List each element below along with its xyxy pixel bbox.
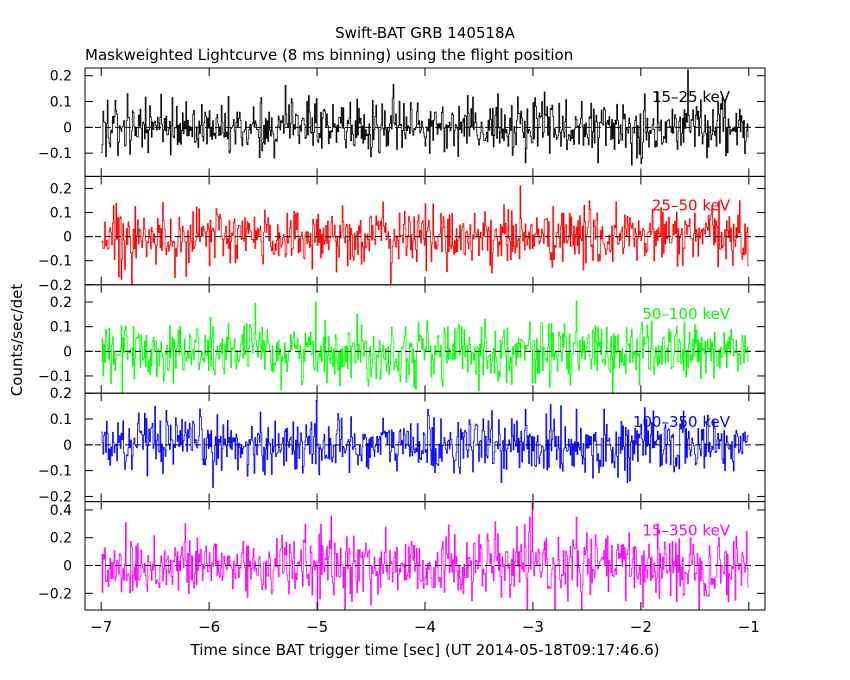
panel-label-4: 100–350 keV (633, 413, 731, 431)
series-line-3 (101, 300, 749, 394)
y-tick-label: 0 (63, 230, 72, 246)
y-tick-label: 0.2 (50, 181, 72, 197)
y-tick-label: 0.2 (50, 69, 72, 85)
x-tick-label: −3 (522, 618, 544, 636)
x-tick-label: −4 (414, 618, 436, 636)
chart-title: Swift-BAT GRB 140518A (335, 24, 515, 42)
y-axis-label: Counts/sec/det (8, 284, 26, 397)
x-tick-label: −2 (630, 618, 652, 636)
y-tick-label: −0.2 (38, 586, 72, 602)
y-tick-label: −0.1 (38, 254, 72, 270)
y-tick-label: 0 (63, 344, 72, 360)
y-tick-label: 0.2 (50, 531, 72, 547)
y-tick-label: −0.1 (38, 369, 72, 385)
y-tick-label: 0 (63, 438, 72, 454)
y-tick-label: −0.1 (38, 146, 72, 162)
series-line-2 (101, 185, 749, 286)
chart-subtitle: Maskweighted Lightcurve (8 ms binning) u… (85, 46, 573, 64)
panel-5: −0.2 0 0.2 0.4 15–350 keV (38, 501, 766, 611)
panel-label-2: 25–50 keV (652, 196, 731, 214)
panel-label-5: 15–350 keV (642, 522, 730, 540)
x-tick-label: −5 (306, 618, 328, 636)
panel-2: −0.2 −0.1 0 0.1 0.2 25–50 keV (38, 175, 766, 294)
panel-1: −0.1 0 0.1 0.2 15–25 keV (38, 67, 766, 177)
x-tick-label: −7 (90, 618, 112, 636)
panel-label-1: 15–25 keV (652, 88, 731, 106)
x-axis-label: Time since BAT trigger time [sec] (UT 20… (190, 641, 660, 659)
y-tick-label: 0.1 (50, 206, 72, 222)
series-line-4 (101, 399, 749, 488)
y-tick-label: −0.2 (38, 489, 72, 505)
y-tick-label: −0.1 (38, 464, 72, 480)
y-tick-label: 0.1 (50, 320, 72, 336)
x-tick-label: −1 (738, 618, 760, 636)
panel-frame (84, 284, 766, 394)
y-tick-label: −0.2 (38, 278, 72, 294)
panel-3: −0.1 0 0.1 0.2 50–100 keV (38, 284, 766, 394)
y-tick-label: 0.2 (50, 386, 72, 402)
series-line-5 (101, 501, 749, 611)
y-tick-label: 0.1 (50, 95, 72, 111)
panels-group: −0.1 0 0.1 0.2 15–25 keV −0.2 −0.1 0 0.1 0.2 25–50… (38, 67, 766, 636)
panel-frame (84, 501, 766, 611)
panel-4: −0.2 −0.1 0 0.1 0.2 100–350 keV (38, 386, 766, 505)
x-tick-label: −6 (198, 618, 220, 636)
y-tick-label: 0 (63, 120, 72, 136)
panel-label-3: 50–100 keV (642, 305, 730, 323)
series-line-1 (101, 69, 749, 166)
y-tick-label: 0.4 (50, 503, 72, 519)
y-tick-label: 0 (63, 559, 72, 575)
y-tick-label: 0.2 (50, 295, 72, 311)
y-tick-label: 0.1 (50, 412, 72, 428)
